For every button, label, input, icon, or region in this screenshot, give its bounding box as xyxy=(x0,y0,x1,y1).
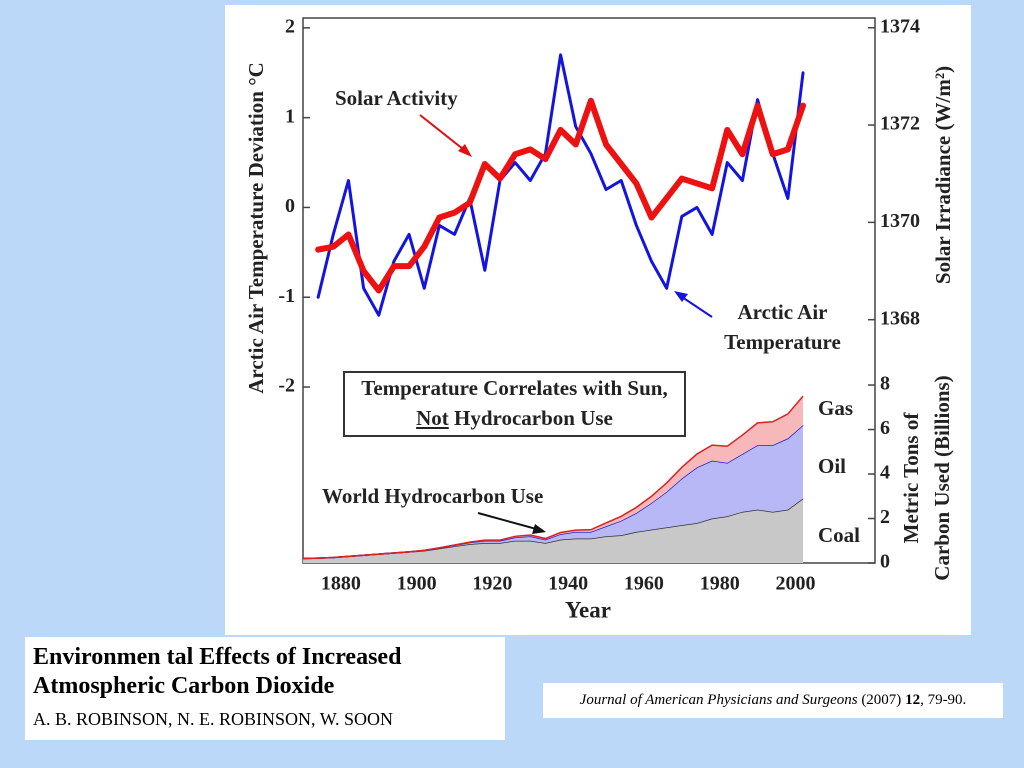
y-tick-label: 0 xyxy=(285,195,295,217)
callout-box: Temperature Correlates with Sun, Not Hyd… xyxy=(343,371,686,437)
annotation-arrowhead xyxy=(674,291,688,302)
y3-tick-label: 6 xyxy=(880,417,890,439)
y2-tick-label: 1370 xyxy=(880,210,920,232)
y3-axis-label: Metric Tons of xyxy=(899,412,923,544)
y2-tick-label: 1374 xyxy=(880,15,920,37)
annotation-arrowhead xyxy=(532,524,546,534)
slide-title: Environmen tal Effects of Increased Atmo… xyxy=(33,644,402,699)
legend-label: Coal xyxy=(818,523,860,547)
y-tick-label: 2 xyxy=(285,15,295,37)
x-tick-label: 1920 xyxy=(472,573,512,595)
y2-tick-label: 1368 xyxy=(880,307,920,329)
journal: Journal of American Physicians and Surge… xyxy=(579,692,858,708)
pages: , 79-90. xyxy=(920,692,967,708)
x-tick-label: 1900 xyxy=(397,573,437,595)
legend-label: Oil xyxy=(818,454,846,478)
legend-label: Gas xyxy=(818,396,853,420)
annotation: World Hydrocarbon Use xyxy=(322,484,544,508)
callout-text: Hydrocarbon Use xyxy=(454,406,613,430)
callout-emphasis: Not xyxy=(416,406,449,430)
y3-tick-label: 8 xyxy=(880,373,890,395)
y-tick-label: -2 xyxy=(278,375,295,397)
x-tick-label: 2000 xyxy=(775,573,815,595)
y-axis-label: Arctic Air Temperature Deviation °C xyxy=(244,62,268,394)
y3-tick-label: 2 xyxy=(880,506,890,528)
series-label: Solar Activity xyxy=(335,86,458,110)
area xyxy=(303,498,804,563)
x-tick-label: 1880 xyxy=(321,573,361,595)
y3-axis-label: Carbon Used (Billions) xyxy=(930,375,954,580)
area xyxy=(303,425,804,559)
callout-text: Temperature Correlates with Sun, xyxy=(361,376,668,400)
area-line xyxy=(302,395,804,560)
line xyxy=(316,53,805,317)
y-tick-label: 1 xyxy=(285,105,295,127)
authors: A. B. ROBINSON, N. E. ROBINSON, W. SOON xyxy=(33,709,394,729)
y3-tick-label: 4 xyxy=(880,462,890,484)
y-tick-label: -1 xyxy=(278,285,295,307)
citation: Journal of American Physicians and Surge… xyxy=(543,683,1003,718)
x-tick-label: 1960 xyxy=(624,573,664,595)
annotation-arrow xyxy=(477,512,541,531)
volume: 12 xyxy=(905,692,921,708)
y2-axis-label: Solar Irradiance (W/m²) xyxy=(931,66,955,284)
x-axis-label: Year xyxy=(565,597,611,622)
y2-tick-label: 1372 xyxy=(880,113,920,135)
year: (2007) xyxy=(861,692,902,708)
series-label: Arctic Air Temperature xyxy=(724,300,841,354)
annotation-arrow xyxy=(419,114,469,154)
annotation-arrowhead xyxy=(458,144,472,157)
y3-tick-label: 0 xyxy=(880,551,890,573)
x-tick-label: 1940 xyxy=(548,573,588,595)
x-tick-label: 1980 xyxy=(700,573,740,595)
line xyxy=(315,97,807,294)
footer-box: Environmen tal Effects of Increased Atmo… xyxy=(25,637,505,740)
